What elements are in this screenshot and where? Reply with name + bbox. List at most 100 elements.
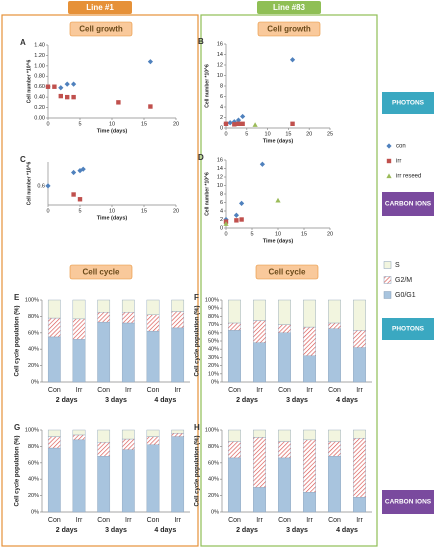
point (71, 81, 77, 87)
line1-tag (68, 1, 132, 14)
growth-label: Cell growth (79, 25, 123, 34)
line83-tag (257, 1, 321, 14)
photons-tag (382, 318, 434, 340)
point (227, 120, 233, 126)
bar-segment (72, 299, 86, 320)
bar-segment (353, 497, 366, 513)
bar-segment (146, 436, 160, 445)
x-tick-label: Con (328, 517, 341, 524)
point (45, 84, 51, 89)
panel-letter: E (14, 293, 20, 302)
bar-segment (228, 322, 241, 331)
y-tick-label: 0% (31, 509, 39, 515)
point (148, 104, 153, 109)
y-tick-label: 90% (208, 306, 219, 312)
line1-label: Line #1 (86, 3, 114, 12)
y-tick-label: 8 (220, 83, 223, 89)
bar-segment (47, 336, 61, 383)
y-tick-label: 100% (25, 297, 39, 303)
panel-letter: D (198, 153, 204, 162)
x-axis-title: Time (days) (97, 215, 128, 221)
bar-segment (121, 429, 135, 440)
bar-segment (303, 429, 316, 441)
y-tick-label: 0.60 (34, 84, 45, 90)
x-tick-label: Irr (256, 517, 263, 524)
bar-segment (121, 299, 135, 313)
y-axis-title: Cell number *10^6 (204, 64, 210, 108)
bar-segment (278, 429, 291, 442)
y-tick-label: 50% (208, 338, 219, 344)
bar-segment (47, 299, 61, 319)
x-tick-label: 10 (109, 121, 115, 127)
point (232, 122, 237, 127)
cycle-tag (255, 264, 319, 280)
panel-letter: A (20, 38, 26, 47)
group-label: 2 days (236, 397, 258, 404)
bar-segment (146, 330, 160, 383)
bar-segment (72, 318, 86, 340)
x-tick-label: 20 (173, 121, 179, 127)
x-tick-label: 0 (224, 131, 227, 137)
bar-segment (171, 327, 185, 383)
x-tick-label: 0 (46, 121, 49, 127)
group-label: 2 days (56, 527, 78, 534)
bar-segment (353, 438, 366, 498)
bar-segment (253, 429, 266, 438)
carbon-label: CARBON IONS (385, 499, 432, 506)
x-tick-label: Con (228, 387, 241, 394)
point (235, 117, 242, 123)
y-tick-label: 40% (28, 347, 39, 353)
x-tick-label: 15 (141, 121, 147, 127)
bar-segment (278, 332, 291, 383)
y-tick-label: 0% (211, 379, 219, 385)
bar-segment (121, 322, 135, 383)
x-tick-label: 0 (224, 231, 227, 237)
bar-segment (303, 326, 316, 356)
point (147, 59, 153, 65)
carbon-tag (382, 192, 434, 216)
legend-label: G2/M (395, 277, 412, 284)
y-tick-label: 12 (217, 62, 223, 68)
point (77, 197, 83, 202)
bar-segment (328, 322, 341, 329)
x-tick-label: 5 (78, 121, 81, 127)
photons-label: PHOTONS (392, 100, 425, 107)
y-axis-title: Cell number *10^6 (26, 60, 32, 104)
cycle-label: Cell cycle (269, 268, 306, 277)
point (223, 221, 229, 226)
bar-segment (303, 355, 316, 383)
bar-segment (278, 441, 291, 459)
x-tick-label: Irr (76, 517, 83, 524)
x-tick-label: Irr (174, 387, 181, 394)
group-label: 3 days (286, 527, 308, 534)
bar-segment (228, 457, 241, 513)
bar-segment (328, 328, 341, 383)
photons-tag (382, 92, 434, 114)
legend-label: irr (396, 159, 401, 165)
bar-segment (171, 429, 185, 434)
bar-segment (228, 429, 241, 442)
y-axis-title: Cell cycle population (%) (195, 305, 201, 376)
y-tick-label: 1.40 (34, 42, 45, 48)
group-label: 3 days (105, 527, 127, 534)
bar-segment (72, 439, 86, 513)
legend-swatch (383, 291, 392, 299)
point (275, 197, 281, 203)
y-tick-label: 14 (217, 52, 223, 58)
bar-segment (253, 320, 266, 343)
y-tick-label: 70% (208, 322, 219, 328)
point (52, 84, 57, 89)
y-tick-label: 100% (25, 427, 39, 433)
y-tick-label: 14 (217, 166, 223, 172)
bar-segment (47, 436, 61, 449)
point (239, 217, 244, 222)
bar-segment (146, 314, 160, 332)
legend-label: con (396, 144, 406, 150)
x-tick-label: Irr (256, 387, 263, 394)
y-tick-label: 0.20 (34, 105, 45, 111)
x-tick-label: Irr (76, 387, 83, 394)
group-label: 4 days (336, 527, 358, 534)
y-tick-label: 2 (220, 115, 223, 121)
y-axis-title: Cell cycle population (%) (195, 435, 201, 506)
